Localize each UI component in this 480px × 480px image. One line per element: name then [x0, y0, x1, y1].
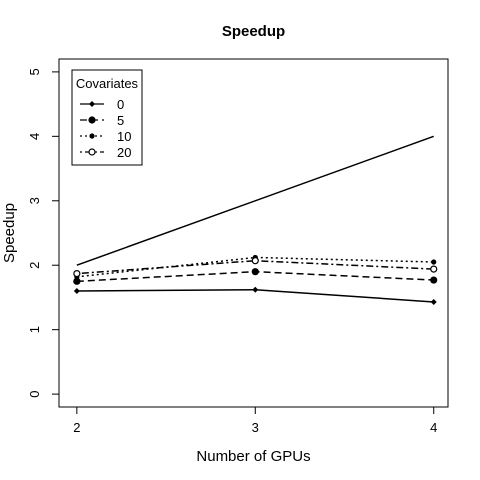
- data-point: [430, 298, 437, 305]
- plot-lines: [73, 135, 438, 305]
- y-tick-label: 0: [27, 390, 42, 397]
- data-point: [252, 286, 259, 293]
- data-point: [251, 257, 259, 265]
- y-axis-label: Speedup: [1, 203, 18, 263]
- legend-title: Covariates: [76, 76, 139, 91]
- x-tick-label: 3: [252, 420, 259, 435]
- data-point: [73, 288, 80, 294]
- x-axis: 2 3 4: [73, 407, 437, 435]
- plot-frame: [58, 58, 449, 408]
- legend-label: 5: [117, 113, 124, 128]
- data-point: [251, 268, 259, 276]
- data-point: [73, 277, 81, 285]
- data-point: [88, 116, 96, 124]
- chart-title: Speedup: [222, 23, 285, 40]
- data-point: [73, 270, 81, 278]
- y-tick-label: 2: [27, 262, 42, 269]
- y-axis: 0 1 2 3 4 5: [27, 68, 59, 398]
- legend-box: [71, 69, 143, 166]
- data-point: [430, 265, 438, 273]
- legend-label: 20: [117, 145, 131, 160]
- x-axis-label: Number of GPUs: [196, 448, 310, 465]
- y-tick-label: 3: [27, 197, 42, 204]
- data-point: [431, 259, 437, 265]
- data-point: [89, 133, 95, 139]
- y-tick-label: 4: [27, 133, 42, 140]
- x-tick-label: 4: [430, 420, 437, 435]
- reference-line: [76, 135, 434, 266]
- data-point: [89, 101, 95, 107]
- data-point: [430, 276, 438, 284]
- y-tick-label: 5: [27, 68, 42, 75]
- legend-label: 10: [117, 129, 131, 144]
- y-tick-label: 1: [27, 326, 42, 333]
- data-point: [88, 148, 96, 156]
- x-tick-label: 2: [73, 420, 80, 435]
- legend-label: 0: [117, 97, 124, 112]
